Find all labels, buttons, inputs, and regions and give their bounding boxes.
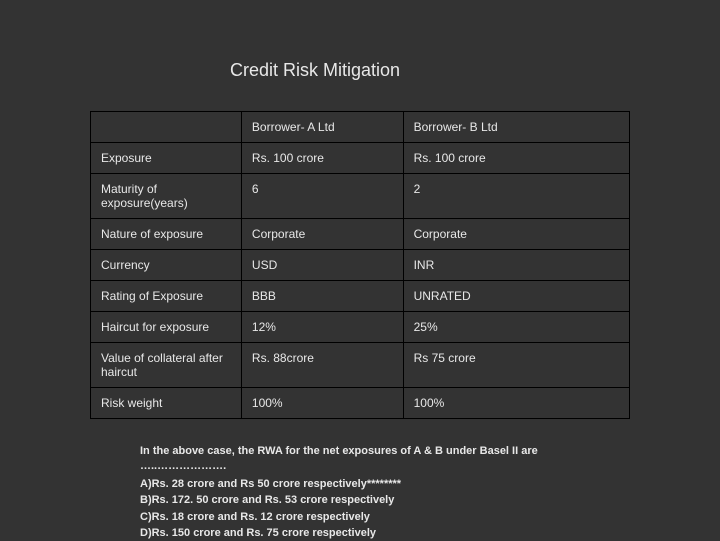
table-header-row: Borrower- A Ltd Borrower- B Ltd (91, 112, 630, 143)
table-cell: 6 (241, 174, 403, 219)
table-cell: BBB (241, 281, 403, 312)
table-cell: 2 (403, 174, 629, 219)
table-cell: Risk weight (91, 388, 242, 419)
table-cell: Exposure (91, 143, 242, 174)
slide-title: Credit Risk Mitigation (0, 0, 720, 101)
table-cell: Rs 75 crore (403, 343, 629, 388)
table-cell: Corporate (403, 219, 629, 250)
table-cell: 12% (241, 312, 403, 343)
table-cell: Haircut for exposure (91, 312, 242, 343)
table-cell: Currency (91, 250, 242, 281)
table-row: Currency USD INR (91, 250, 630, 281)
table-row: Risk weight 100% 100% (91, 388, 630, 419)
option-a: A)Rs. 28 crore and Rs 50 crore respectiv… (140, 477, 620, 492)
table-cell: Rating of Exposure (91, 281, 242, 312)
table-cell: 100% (403, 388, 629, 419)
table-row: Value of collateral after haircut Rs. 88… (91, 343, 630, 388)
table-cell: Rs. 100 crore (241, 143, 403, 174)
table-cell: USD (241, 250, 403, 281)
table-row: Nature of exposure Corporate Corporate (91, 219, 630, 250)
table-cell: UNRATED (403, 281, 629, 312)
table-cell: Nature of exposure (91, 219, 242, 250)
option-b: B)Rs. 172. 50 crore and Rs. 53 crore res… (140, 493, 620, 508)
table-cell: Corporate (241, 219, 403, 250)
table-cell: 100% (241, 388, 403, 419)
table-cell: Maturity of exposure(years) (91, 174, 242, 219)
table-cell: Rs. 88crore (241, 343, 403, 388)
table-cell: Rs. 100 crore (403, 143, 629, 174)
table-row: Haircut for exposure 12% 25% (91, 312, 630, 343)
question-text: In the above case, the RWA for the net e… (140, 444, 620, 475)
table-cell: 25% (403, 312, 629, 343)
table-cell: Value of collateral after haircut (91, 343, 242, 388)
slide-container: Credit Risk Mitigation Borrower- A Ltd B… (0, 0, 720, 540)
table-row: Rating of Exposure BBB UNRATED (91, 281, 630, 312)
table-row: Exposure Rs. 100 crore Rs. 100 crore (91, 143, 630, 174)
comparison-table-container: Borrower- A Ltd Borrower- B Ltd Exposure… (90, 111, 630, 419)
comparison-table: Borrower- A Ltd Borrower- B Ltd Exposure… (90, 111, 630, 419)
question-section: In the above case, the RWA for the net e… (140, 444, 620, 541)
header-cell: Borrower- A Ltd (241, 112, 403, 143)
option-d: D)Rs. 150 crore and Rs. 75 crore respect… (140, 526, 620, 541)
table-row: Maturity of exposure(years) 6 2 (91, 174, 630, 219)
option-c: C)Rs. 18 crore and Rs. 12 crore respecti… (140, 510, 620, 525)
header-cell: Borrower- B Ltd (403, 112, 629, 143)
header-cell (91, 112, 242, 143)
table-cell: INR (403, 250, 629, 281)
